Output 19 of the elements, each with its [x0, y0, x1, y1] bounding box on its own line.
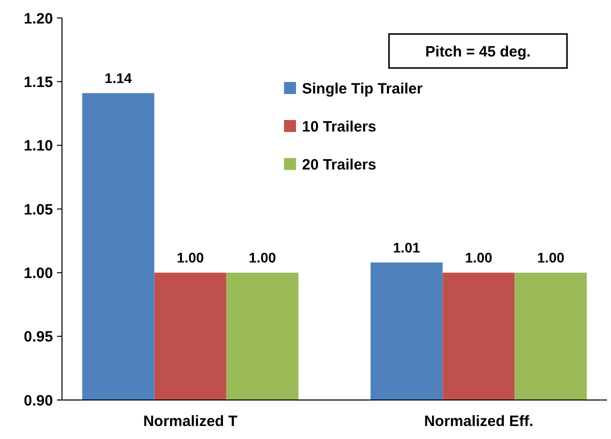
- legend-label: 20 Trailers: [302, 156, 376, 174]
- data-label: 1.01: [392, 239, 420, 256]
- data-label: 1.14: [104, 70, 132, 86]
- y-tick-label: 1.05: [24, 201, 53, 218]
- y-tick-label: 1.10: [24, 138, 53, 155]
- legend-label: Single Tip Trailer: [302, 80, 423, 98]
- y-tick-label: 1.00: [24, 264, 53, 282]
- y-tick-label: 1.20: [24, 10, 53, 28]
- data-label: 1.00: [248, 250, 276, 266]
- x-tick-label: Normalized Eff.: [424, 413, 534, 430]
- annotation: Pitch = 45 deg.: [425, 43, 531, 60]
- y-tick-label: 0.95: [24, 328, 53, 346]
- y-tick-label: 1.15: [24, 74, 53, 91]
- data-label: 1.00: [176, 250, 204, 266]
- x-tick-label: Normalized T: [143, 413, 238, 430]
- data-label: 1.00: [537, 250, 565, 266]
- data-label: 1.00: [465, 250, 493, 266]
- legend-label: 10 Trailers: [302, 118, 376, 136]
- y-tick-label: 0.90: [24, 392, 53, 410]
